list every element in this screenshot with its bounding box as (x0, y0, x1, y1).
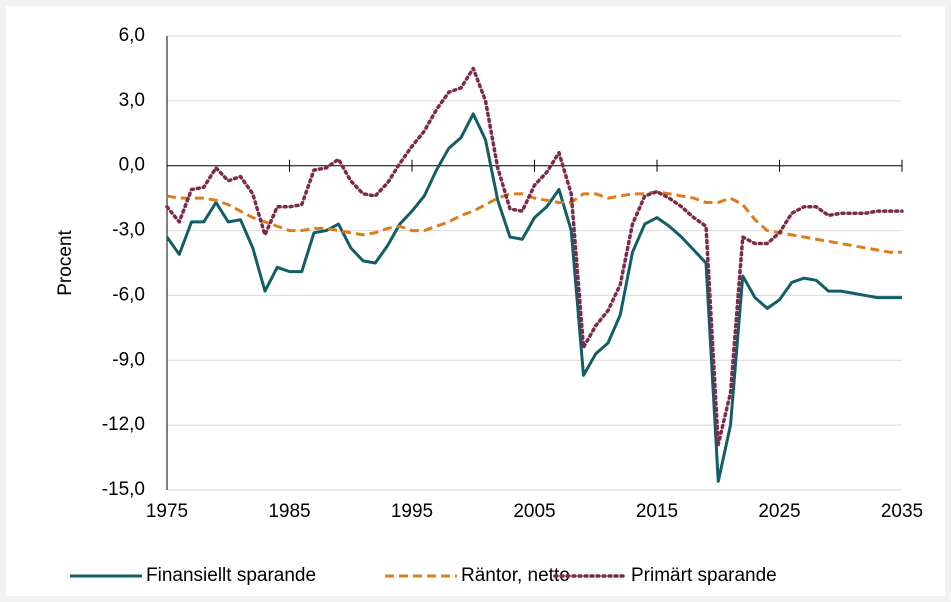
series-line (165, 66, 904, 447)
y-tick-label: -9,0 (112, 349, 145, 370)
series-line (165, 112, 902, 483)
legend-label: Primärt sparande (631, 565, 777, 586)
y-tick-label: 0,0 (119, 155, 145, 176)
y-axis-label: Procent (55, 230, 76, 296)
y-tick-label: -3,0 (112, 220, 145, 241)
y-tick-label: 6,0 (119, 25, 145, 46)
y-tick-label: -15,0 (102, 479, 145, 500)
x-tick-label: 2025 (758, 501, 800, 522)
x-tick-label: 1975 (146, 501, 188, 522)
legend-label: Finansiellt sparande (146, 565, 316, 586)
x-tick-label: 1995 (391, 501, 433, 522)
x-tick-label: 2015 (636, 501, 678, 522)
x-tick-label: 1985 (268, 501, 310, 522)
background (6, 6, 945, 596)
y-tick-label: 3,0 (119, 90, 145, 111)
y-tick-label: -12,0 (102, 414, 145, 435)
y-tick-label: -6,0 (112, 284, 145, 305)
legend-label: Räntor, netto (461, 565, 570, 586)
x-tick-label: 2005 (513, 501, 555, 522)
x-tick-label: 2035 (881, 501, 923, 522)
